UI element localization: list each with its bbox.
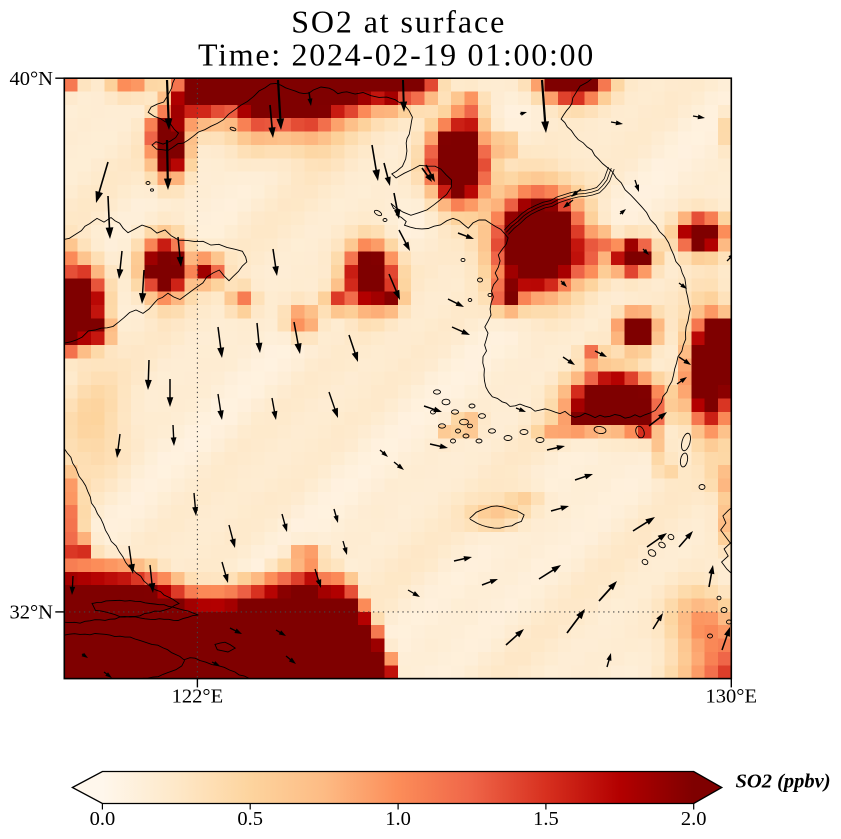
svg-text:1.5: 1.5 — [533, 808, 559, 830]
svg-text:130°E: 130°E — [706, 686, 757, 708]
svg-text:SO2 (ppbv): SO2 (ppbv) — [736, 771, 831, 793]
svg-text:0.5: 0.5 — [237, 808, 263, 830]
svg-text:SO2 at surface: SO2 at surface — [291, 4, 506, 40]
svg-text:122°E: 122°E — [172, 686, 223, 708]
svg-text:32°N: 32°N — [9, 602, 53, 624]
svg-text:1.0: 1.0 — [385, 808, 411, 830]
svg-text:Time: 2024-02-19 01:00:00: Time: 2024-02-19 01:00:00 — [198, 37, 595, 73]
svg-text:0.0: 0.0 — [90, 808, 116, 830]
svg-text:40°N: 40°N — [9, 68, 53, 90]
svg-text:2.0: 2.0 — [681, 808, 707, 830]
